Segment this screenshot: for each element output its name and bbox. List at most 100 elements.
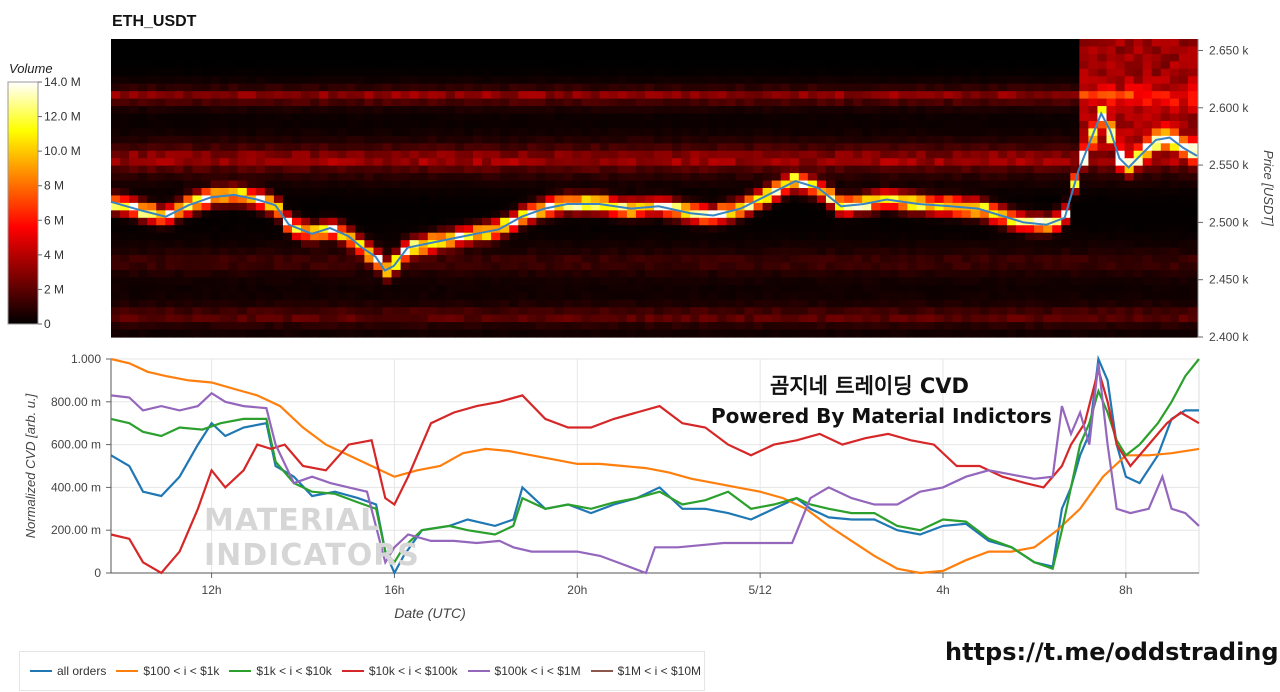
heatmap-cell bbox=[916, 299, 927, 308]
heatmap-cell bbox=[726, 53, 737, 62]
heatmap-cell bbox=[1079, 322, 1089, 331]
heatmap-cell bbox=[1115, 210, 1126, 219]
heatmap-cell bbox=[880, 277, 890, 286]
heatmap-cell bbox=[183, 76, 194, 85]
heatmap-cell bbox=[400, 262, 411, 271]
heatmap-cell bbox=[663, 232, 673, 241]
heatmap-cell bbox=[292, 113, 302, 122]
heatmap-cell bbox=[237, 135, 248, 144]
heatmap-cell bbox=[979, 61, 990, 70]
heatmap-cell bbox=[328, 217, 338, 226]
heatmap-cell bbox=[726, 232, 737, 241]
legend-item[interactable]: $100k < i < $1M bbox=[467, 664, 581, 678]
heatmap-cell bbox=[192, 299, 203, 308]
heatmap-cell bbox=[183, 128, 194, 137]
heatmap-cell bbox=[454, 143, 465, 152]
heatmap-cell bbox=[907, 128, 918, 137]
colorbar-tick-label: 8 M bbox=[44, 179, 64, 193]
heatmap-cell bbox=[436, 165, 447, 174]
heatmap-cell bbox=[644, 46, 655, 55]
heatmap-cell bbox=[427, 307, 438, 316]
heatmap-cell bbox=[1006, 120, 1017, 129]
heatmap-cell bbox=[418, 158, 429, 167]
heatmap-cell bbox=[219, 158, 230, 167]
heatmap-cell bbox=[1178, 232, 1189, 241]
heatmap-cell bbox=[862, 68, 872, 77]
heatmap-cell bbox=[1034, 195, 1044, 204]
heatmap-cell bbox=[844, 46, 854, 55]
heatmap-cell bbox=[500, 314, 510, 323]
heatmap-cell bbox=[771, 46, 782, 55]
heatmap-cell bbox=[753, 299, 764, 308]
heatmap-cell bbox=[1006, 232, 1017, 241]
heatmap-cell bbox=[862, 180, 872, 189]
heatmap-cell bbox=[310, 307, 320, 316]
heatmap-cell bbox=[1052, 83, 1062, 92]
heatmap-cell bbox=[735, 195, 746, 204]
heatmap-cell bbox=[1034, 68, 1044, 77]
heatmap-cell bbox=[147, 277, 157, 286]
heatmap-cell bbox=[1106, 106, 1117, 115]
heatmap-cell bbox=[264, 128, 275, 137]
heatmap-cell bbox=[825, 269, 836, 278]
legend-item[interactable]: $1k < i < $10k bbox=[229, 664, 332, 678]
heatmap-cell bbox=[518, 195, 528, 204]
heatmap-cell bbox=[871, 277, 881, 286]
heatmap-cell bbox=[1178, 307, 1189, 316]
heatmap-cell bbox=[871, 307, 881, 316]
legend-item[interactable]: all orders bbox=[30, 664, 106, 678]
heatmap-cell bbox=[418, 39, 429, 48]
heatmap-cell bbox=[509, 277, 519, 286]
heatmap-cell bbox=[400, 150, 411, 159]
heatmap-cell bbox=[500, 299, 510, 308]
heatmap-cell bbox=[536, 225, 546, 234]
heatmap-cell bbox=[527, 217, 537, 226]
heatmap-cell bbox=[436, 314, 447, 323]
heatmap-cell bbox=[780, 188, 791, 197]
heatmap-cell bbox=[1106, 292, 1117, 301]
heatmap-cell bbox=[699, 314, 709, 323]
heatmap-cell bbox=[1025, 314, 1035, 323]
heatmap-cell bbox=[237, 240, 248, 249]
heatmap-cell bbox=[1187, 53, 1198, 62]
heatmap-cell bbox=[1115, 322, 1126, 331]
heatmap-cell bbox=[626, 91, 637, 100]
heatmap-cell bbox=[255, 158, 266, 167]
heatmap-cell bbox=[328, 240, 338, 249]
heatmap-cell bbox=[771, 269, 782, 278]
heatmap-cell bbox=[301, 158, 311, 167]
heatmap-cell bbox=[210, 262, 221, 271]
heatmap-cell bbox=[581, 83, 592, 92]
heatmap-cell bbox=[491, 135, 501, 144]
heatmap-cell bbox=[599, 46, 610, 55]
heatmap-cell bbox=[400, 61, 411, 70]
heatmap-cell bbox=[165, 188, 175, 197]
heatmap-cell bbox=[228, 158, 239, 167]
heatmap-cell bbox=[554, 307, 565, 316]
heatmap-cell bbox=[771, 61, 782, 70]
heatmap-cell bbox=[789, 225, 800, 234]
legend-item[interactable]: $1M < i < $10M bbox=[590, 664, 701, 678]
heatmap-cell bbox=[771, 106, 782, 115]
heatmap-cell bbox=[1097, 262, 1108, 271]
heatmap-cell bbox=[1124, 240, 1135, 249]
heatmap-cell bbox=[1115, 329, 1126, 338]
heatmap-cell bbox=[364, 299, 375, 308]
heatmap-cell bbox=[617, 165, 628, 174]
heatmap-cell bbox=[409, 307, 420, 316]
heatmap-cell bbox=[111, 284, 121, 293]
heatmap-cell bbox=[590, 53, 601, 62]
heatmap-cell bbox=[427, 210, 438, 219]
legend-item[interactable]: $10k < i < $100k bbox=[341, 664, 458, 678]
heatmap-cell bbox=[509, 68, 519, 77]
heatmap-cell bbox=[482, 46, 492, 55]
heatmap-cell bbox=[111, 307, 121, 316]
heatmap-cell bbox=[400, 202, 411, 211]
cvd-axis-label-x: 5/12 bbox=[748, 583, 772, 597]
heatmap-cell bbox=[147, 128, 157, 137]
legend-item[interactable]: $100 < i < $1k bbox=[116, 664, 219, 678]
heatmap-cell bbox=[1160, 210, 1171, 219]
heatmap-cell bbox=[880, 165, 890, 174]
telegram-url[interactable]: https://t.me/oddstrading2 bbox=[945, 638, 1280, 666]
heatmap-cell bbox=[1178, 46, 1189, 55]
